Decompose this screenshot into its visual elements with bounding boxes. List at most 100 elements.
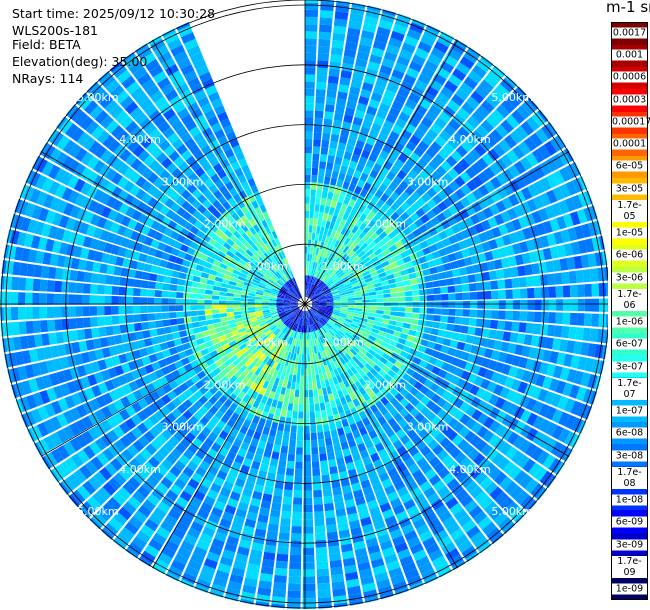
- beta-cell: [342, 448, 351, 457]
- beta-cell: [340, 478, 350, 487]
- beta-cell: [380, 222, 389, 231]
- beta-cell: [330, 287, 338, 292]
- beta-cell: [375, 78, 388, 89]
- beta-cell: [536, 450, 550, 465]
- beta-cell: [428, 549, 444, 562]
- beta-cell: [290, 547, 302, 556]
- beta-cell: [333, 163, 341, 172]
- beta-cell: [312, 261, 316, 270]
- beta-cell: [544, 391, 555, 405]
- beta-cell: [97, 274, 107, 284]
- beta-cell: [297, 324, 301, 332]
- beta-cell: [254, 241, 262, 249]
- beta-cell: [222, 274, 231, 281]
- beta-cell: [292, 286, 297, 293]
- beta-cell: [424, 253, 434, 262]
- beta-cell: [135, 188, 147, 201]
- beta-cell: [488, 467, 502, 481]
- beta-cell: [369, 368, 378, 377]
- beta-cell: [324, 259, 330, 267]
- beta-cell: [75, 294, 83, 305]
- beta-cell: [226, 312, 235, 317]
- beta-cell: [335, 105, 345, 115]
- beta-cell: [488, 68, 504, 83]
- beta-cell: [464, 430, 476, 443]
- beta-cell: [394, 158, 405, 170]
- beta-cell: [122, 481, 136, 495]
- beta-cell: [250, 382, 258, 391]
- beta-cell: [202, 234, 211, 243]
- beta-cell: [359, 320, 367, 326]
- beta-cell: [174, 360, 184, 369]
- beta-cell: [69, 437, 82, 452]
- beta-cell: [439, 130, 452, 142]
- beta-cell: [355, 305, 363, 309]
- beta-cell: [546, 363, 556, 377]
- beta-cell: [310, 276, 314, 284]
- beta-cell: [480, 219, 491, 231]
- beta-cell: [324, 430, 331, 439]
- beta-cell: [385, 252, 394, 260]
- beta-cell: [530, 446, 544, 461]
- beta-cell: [433, 461, 446, 474]
- beta-cell: [47, 129, 58, 143]
- beta-cell: [202, 335, 212, 343]
- range-label: 1.00km: [322, 260, 364, 273]
- beta-cell: [192, 275, 201, 283]
- beta-cell: [380, 341, 390, 349]
- beta-cell: [324, 290, 331, 295]
- beta-cell: [320, 283, 326, 290]
- beta-cell: [317, 431, 325, 440]
- beta-cell: [376, 109, 388, 120]
- colorbar-tick-label: 0.001: [612, 49, 647, 61]
- beta-cell: [299, 332, 302, 340]
- beta-cell: [312, 277, 317, 285]
- beta-cell: [305, 232, 309, 240]
- beta-cell: [278, 356, 284, 364]
- beta-cell: [483, 462, 497, 476]
- beta-cell: [534, 466, 548, 482]
- beta-cell: [329, 328, 337, 335]
- beta-cell: [544, 205, 556, 219]
- beta-cell: [307, 354, 311, 362]
- beta-cell: [52, 465, 67, 481]
- beta-cell: [249, 344, 257, 352]
- beta-cell: [337, 91, 348, 100]
- beta-cell: [171, 397, 182, 408]
- beta-cell: [430, 141, 442, 153]
- beta-cell: [379, 244, 389, 252]
- beta-cell: [314, 204, 320, 212]
- beta-cell: [417, 73, 432, 85]
- beta-cell: [345, 144, 355, 154]
- beta-cell: [308, 232, 312, 240]
- beta-cell: [331, 327, 338, 334]
- beta-cell: [432, 98, 446, 111]
- beta-cell: [87, 374, 98, 387]
- beta-cell: [443, 185, 454, 196]
- beta-cell: [190, 293, 198, 299]
- beta-cell: [286, 264, 292, 272]
- beta-cell: [254, 261, 262, 269]
- beta-cell: [251, 200, 259, 209]
- beta-cell: [383, 298, 392, 302]
- beta-cell: [270, 325, 277, 331]
- beta-cell: [164, 268, 173, 277]
- beta-cell: [234, 478, 246, 488]
- beta-cell: [261, 372, 269, 381]
- beta-cell: [263, 262, 271, 269]
- beta-cell: [412, 371, 422, 381]
- beta-cell: [86, 224, 97, 237]
- beta-cell: [301, 318, 304, 326]
- beta-cell: [584, 238, 595, 253]
- beta-cell: [183, 237, 193, 247]
- beta-cell: [340, 263, 347, 270]
- beta-cell: [495, 236, 505, 248]
- beta-cell: [321, 274, 328, 282]
- beta-cell: [387, 278, 396, 285]
- beta-cell: [173, 240, 183, 250]
- beta-cell: [591, 236, 602, 252]
- beta-cell: [387, 257, 396, 265]
- beta-cell: [159, 205, 170, 216]
- beta-cell: [313, 389, 318, 397]
- beta-cell: [352, 268, 361, 275]
